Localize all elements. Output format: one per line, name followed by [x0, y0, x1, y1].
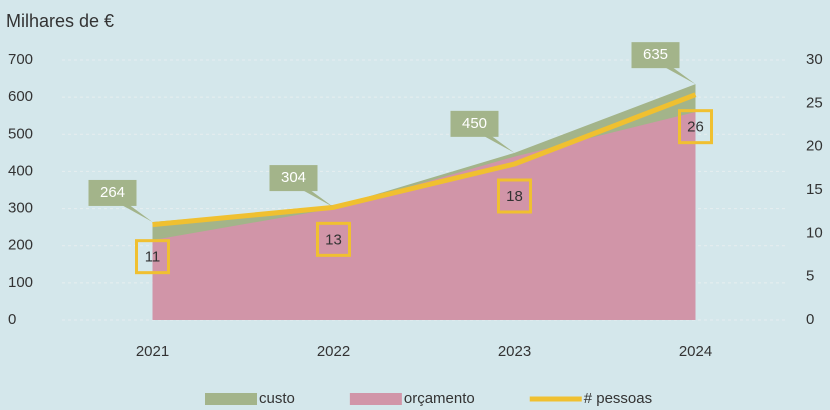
label-box [497, 178, 532, 214]
y2-tick-label: 10 [806, 224, 823, 241]
y-tick-label: 400 [8, 162, 33, 179]
legend-swatch [349, 393, 402, 405]
data-label: 264 [100, 184, 125, 201]
x-tick-label: 2023 [498, 343, 531, 360]
y-tick-label: 200 [8, 237, 33, 254]
y2-tick-label: 5 [806, 268, 814, 285]
data-label: 304 [281, 169, 306, 186]
data-label: 450 [462, 115, 487, 132]
data-label: 11 [145, 249, 161, 266]
y-tick-label: 600 [8, 88, 33, 105]
x-tick-label: 2022 [317, 343, 350, 360]
data-label: 18 [506, 188, 523, 205]
line [152, 92, 697, 228]
legend-swatch [205, 393, 257, 405]
legend-label: custo [259, 390, 295, 407]
y-tick-label: 500 [8, 125, 33, 142]
y2-tick-label: 15 [806, 181, 823, 198]
y-tick-label: 100 [8, 274, 33, 291]
label-box [316, 221, 351, 257]
y2-tick-label: 25 [806, 94, 823, 111]
y2-tick-label: 30 [806, 51, 823, 68]
label-box [135, 239, 170, 275]
label-box [88, 179, 137, 206]
y-tick-label: 0 [8, 311, 16, 328]
y-tick-label: 300 [8, 200, 33, 217]
label-pointer [655, 62, 696, 85]
y2-tick-label: 0 [806, 311, 814, 328]
data-label: 635 [643, 46, 668, 63]
data-label: 13 [325, 231, 342, 248]
label-box [678, 109, 713, 145]
label-box [450, 110, 499, 137]
chart-title: Milhares de € [6, 11, 114, 31]
legend-label: # pessoas [584, 390, 652, 407]
x-tick-label: 2024 [679, 343, 712, 360]
y2-tick-label: 20 [806, 138, 823, 155]
data-label: 26 [687, 119, 704, 136]
x-tick-label: 2021 [136, 343, 169, 360]
label-box [269, 165, 318, 192]
label-box [631, 42, 680, 69]
area [152, 112, 696, 320]
y-tick-label: 700 [8, 51, 33, 68]
legend-label: orçamento [404, 390, 475, 407]
